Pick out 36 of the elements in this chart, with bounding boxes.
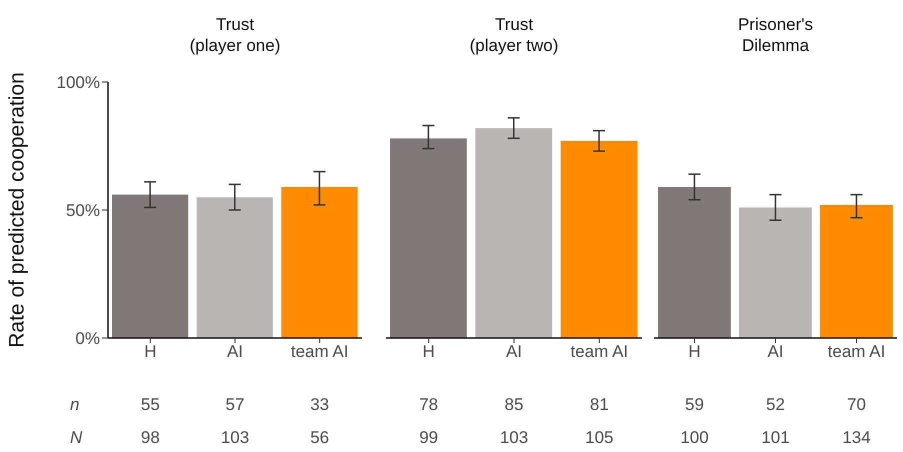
text: 85 xyxy=(504,395,524,415)
text: 81 xyxy=(588,395,610,415)
y-tick-label: 50% xyxy=(66,201,100,220)
text: 103 xyxy=(220,428,250,448)
text: 78 xyxy=(418,395,440,415)
x-tick-label: H xyxy=(144,342,156,362)
text: 33 xyxy=(309,395,330,415)
x-tick-label: AI xyxy=(767,342,784,362)
text: 100 xyxy=(679,428,710,448)
chart-title: Prisoner's Dilemma xyxy=(736,14,814,56)
y-tick-label: 0% xyxy=(75,329,100,348)
text: 55 xyxy=(140,395,161,415)
x-tick-label: team AI xyxy=(570,342,628,362)
text: 52 xyxy=(765,395,786,415)
text: N xyxy=(70,428,82,448)
x-tick-label: team AI xyxy=(290,342,348,362)
x-tick-label: AI xyxy=(226,342,244,362)
chart-title: Trust (player one) xyxy=(188,14,282,56)
text: 101 xyxy=(760,428,791,448)
text: 70 xyxy=(846,395,867,415)
text: n xyxy=(70,395,80,415)
x-tick-label: H xyxy=(422,342,435,362)
text: 105 xyxy=(584,428,615,448)
y-axis-title: Rate of predicted cooperation xyxy=(5,72,28,348)
text: 56 xyxy=(309,428,330,448)
x-tick-label: H xyxy=(688,342,701,362)
chart-title: Trust (player two) xyxy=(468,14,560,56)
x-tick-label: AI xyxy=(506,342,522,362)
text: 134 xyxy=(841,428,872,448)
text: 57 xyxy=(224,395,246,415)
x-tick-label: team AI xyxy=(828,342,886,362)
text: 59 xyxy=(684,395,705,415)
text: 98 xyxy=(140,428,161,448)
y-tick-label: 100% xyxy=(56,73,100,92)
text: 103 xyxy=(498,428,530,448)
text: 99 xyxy=(418,428,440,448)
